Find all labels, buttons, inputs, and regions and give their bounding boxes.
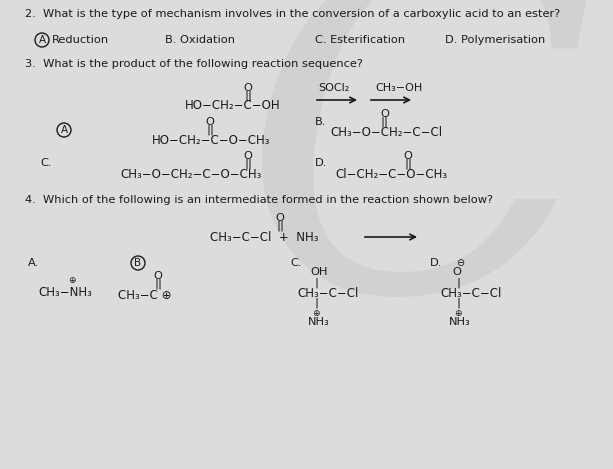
- Text: |: |: [456, 278, 460, 288]
- Text: CH₃−C−Cl: CH₃−C−Cl: [297, 287, 359, 300]
- Text: 3.  What is the product of the following reaction sequence?: 3. What is the product of the following …: [25, 59, 363, 69]
- Text: HO−CH₂−C−OH: HO−CH₂−C−OH: [185, 98, 281, 112]
- Text: ⊕: ⊕: [454, 309, 462, 318]
- Text: CH₃−OH: CH₃−OH: [375, 83, 422, 93]
- Text: C: C: [239, 0, 601, 389]
- Text: CH₃−O−CH₂−C−Cl: CH₃−O−CH₂−C−Cl: [330, 126, 442, 138]
- Text: CH₃−C−Cl  +  NH₃: CH₃−C−Cl + NH₃: [210, 230, 319, 243]
- Text: ||: ||: [276, 221, 284, 231]
- Text: O: O: [381, 109, 389, 119]
- Text: ||: ||: [244, 91, 252, 101]
- Text: ||: ||: [206, 125, 214, 135]
- Text: |: |: [456, 298, 460, 308]
- Text: B: B: [134, 258, 142, 268]
- Text: D. Polymerisation: D. Polymerisation: [445, 35, 545, 45]
- Text: |: |: [314, 278, 318, 288]
- Text: CH₃−NH₃: CH₃−NH₃: [38, 286, 92, 298]
- Text: O: O: [205, 117, 215, 127]
- Text: |: |: [314, 298, 318, 308]
- Text: NH₃: NH₃: [449, 317, 471, 327]
- Text: 4.  Which of the following is an intermediate formed in the reaction shown below: 4. Which of the following is an intermed…: [25, 195, 493, 205]
- Text: NH₃: NH₃: [308, 317, 330, 327]
- Text: C.: C.: [290, 258, 302, 268]
- Text: ⊖: ⊖: [456, 258, 464, 268]
- Text: B.: B.: [315, 117, 326, 127]
- Text: SOCl₂: SOCl₂: [318, 83, 349, 93]
- Text: B. Oxidation: B. Oxidation: [165, 35, 235, 45]
- Text: CH₃−C−Cl: CH₃−C−Cl: [440, 287, 501, 300]
- Text: 2.  What is the type of mechanism involves in the conversion of a carboxylic aci: 2. What is the type of mechanism involve…: [25, 9, 560, 19]
- Text: O: O: [276, 213, 284, 223]
- Text: A: A: [61, 125, 67, 135]
- Text: O: O: [243, 151, 253, 161]
- Text: O: O: [403, 151, 413, 161]
- Text: Cl−CH₂−C−O−CH₃: Cl−CH₂−C−O−CH₃: [335, 167, 447, 181]
- Text: A: A: [39, 35, 45, 45]
- Text: O: O: [452, 267, 461, 277]
- Text: ||: ||: [381, 117, 389, 127]
- Text: OH: OH: [310, 267, 327, 277]
- Text: A.: A.: [28, 258, 39, 268]
- Text: ⊕: ⊕: [68, 275, 75, 285]
- Text: ||: ||: [404, 159, 412, 169]
- Text: C. Esterification: C. Esterification: [315, 35, 405, 45]
- Text: CH₃−C ⊕: CH₃−C ⊕: [118, 288, 172, 302]
- Text: CH₃−O−CH₂−C−O−CH₃: CH₃−O−CH₂−C−O−CH₃: [120, 167, 261, 181]
- Text: O: O: [243, 83, 253, 93]
- Text: D.: D.: [430, 258, 443, 268]
- Text: O: O: [154, 271, 162, 281]
- Text: D.: D.: [315, 158, 327, 168]
- Text: Reduction: Reduction: [52, 35, 109, 45]
- Text: ⊕: ⊕: [312, 309, 320, 318]
- Text: ||: ||: [244, 159, 252, 169]
- Text: ||: ||: [154, 279, 162, 289]
- Text: C.: C.: [40, 158, 51, 168]
- Text: HO−CH₂−C−O−CH₃: HO−CH₂−C−O−CH₃: [152, 134, 270, 146]
